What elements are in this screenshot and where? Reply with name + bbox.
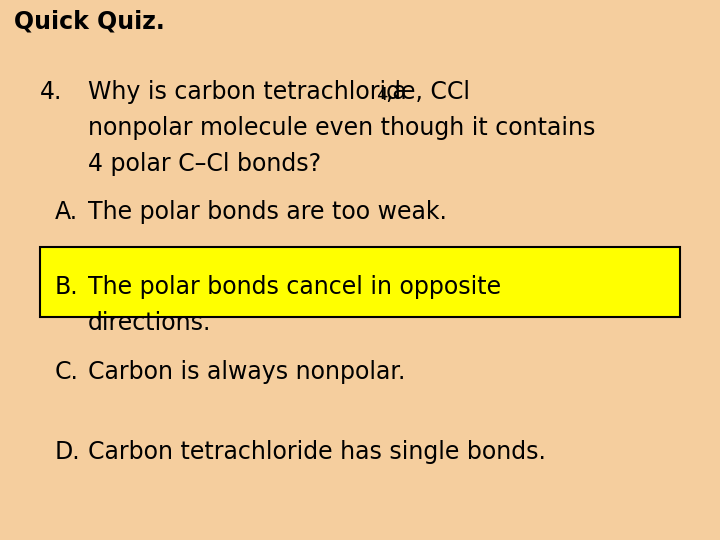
Text: Why is carbon tetrachloride, CCl: Why is carbon tetrachloride, CCl bbox=[88, 80, 470, 104]
Text: 4.: 4. bbox=[40, 80, 63, 104]
Text: D.: D. bbox=[55, 440, 81, 464]
Text: directions.: directions. bbox=[88, 311, 212, 335]
Text: The polar bonds cancel in opposite: The polar bonds cancel in opposite bbox=[88, 275, 501, 299]
Text: B.: B. bbox=[55, 275, 78, 299]
Text: Carbon is always nonpolar.: Carbon is always nonpolar. bbox=[88, 360, 405, 384]
FancyBboxPatch shape bbox=[40, 247, 680, 317]
Text: 4: 4 bbox=[376, 86, 387, 104]
Text: ,a: ,a bbox=[385, 80, 407, 104]
Text: The polar bonds are too weak.: The polar bonds are too weak. bbox=[88, 200, 447, 224]
Text: Quick Quiz.: Quick Quiz. bbox=[14, 10, 165, 34]
Text: A.: A. bbox=[55, 200, 78, 224]
Text: Carbon tetrachloride has single bonds.: Carbon tetrachloride has single bonds. bbox=[88, 440, 546, 464]
Text: 4 polar C–Cl bonds?: 4 polar C–Cl bonds? bbox=[88, 152, 321, 176]
Text: nonpolar molecule even though it contains: nonpolar molecule even though it contain… bbox=[88, 116, 595, 140]
Text: C.: C. bbox=[55, 360, 79, 384]
